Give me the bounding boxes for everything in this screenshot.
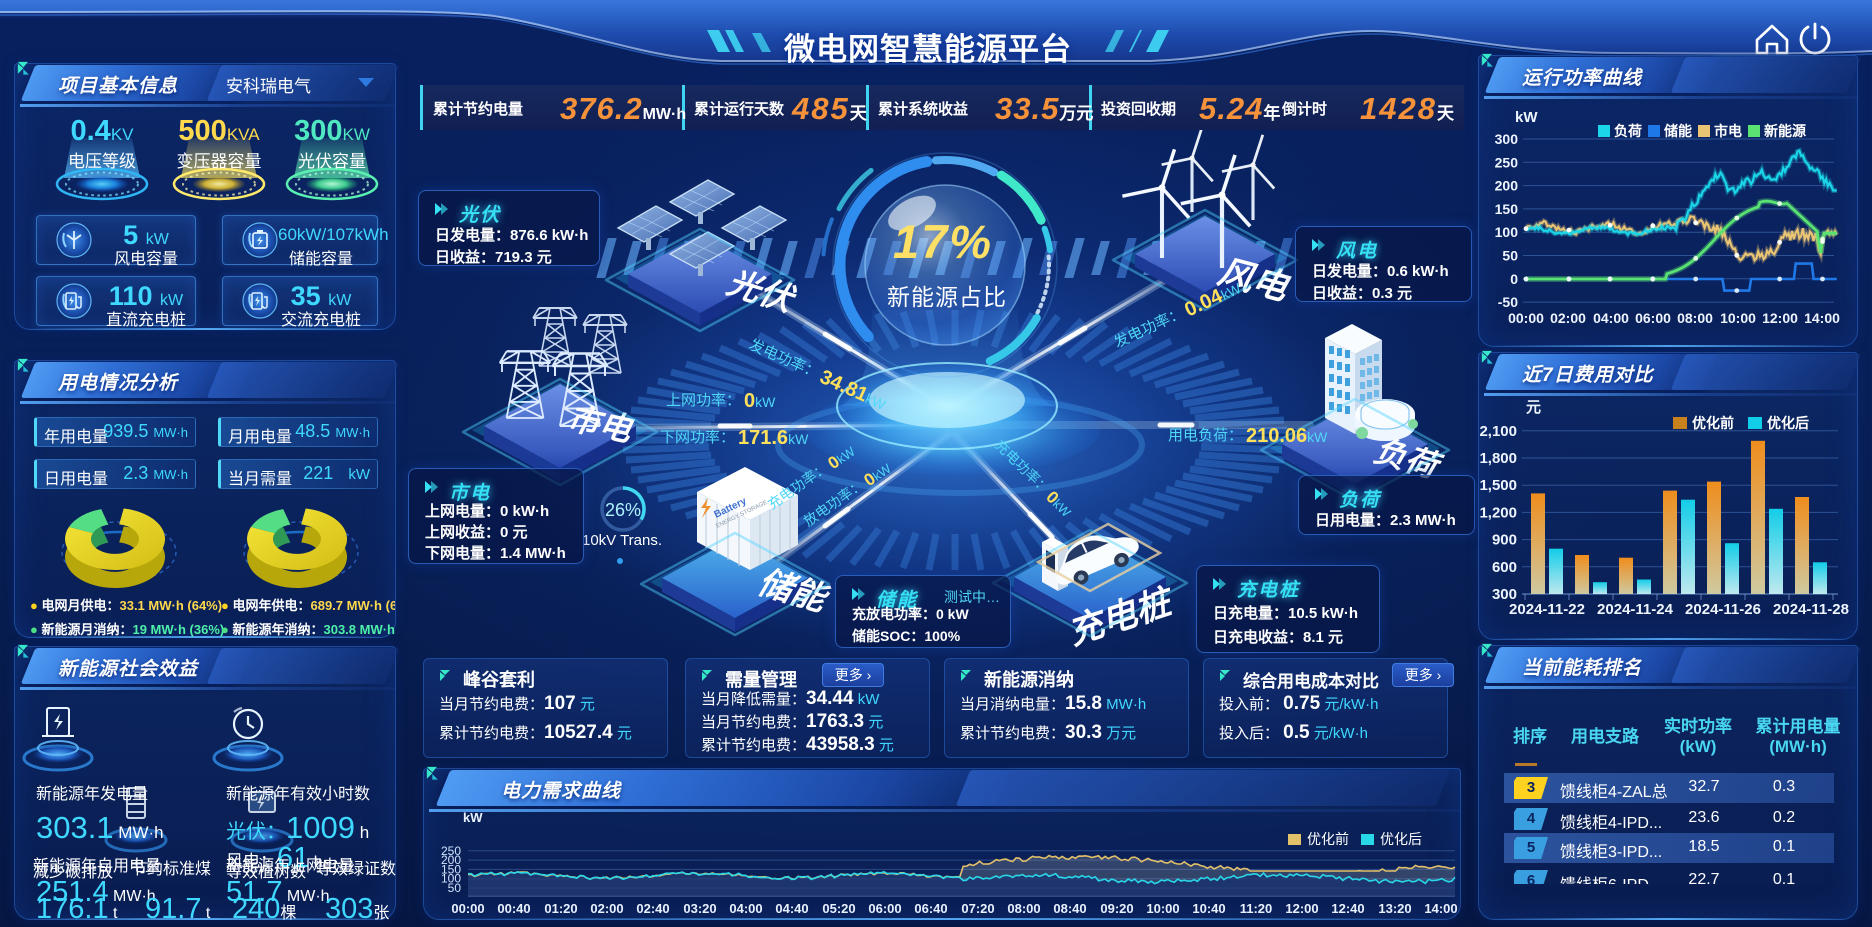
svg-text:元: 元 [1526,399,1541,416]
svg-text:00:00: 00:00 [451,901,484,916]
svg-text:09:20: 09:20 [1100,901,1133,916]
svg-text:1,500: 1,500 [1479,477,1517,494]
svg-text:100: 100 [1495,224,1519,240]
svg-text:用电负荷：: 用电负荷： [1168,427,1243,444]
svg-text:50: 50 [448,881,462,895]
svg-text:04:40: 04:40 [775,901,808,916]
svg-text:150: 150 [441,862,461,876]
svg-text:06:40: 06:40 [914,901,947,916]
svg-text:新能源占比: 新能源占比 [887,284,1007,310]
svg-text:300: 300 [1495,131,1519,147]
svg-text:-50: -50 [1498,294,1518,310]
svg-text:02:00: 02:00 [1550,310,1586,326]
svg-text:171.6kW: 171.6kW [738,427,809,449]
svg-text:10:00: 10:00 [1720,310,1756,326]
svg-text:05:20: 05:20 [822,901,855,916]
svg-text:14:00: 14:00 [1424,901,1457,916]
svg-text:2024-11-26: 2024-11-26 [1685,601,1761,618]
svg-text:200: 200 [1495,178,1519,194]
svg-text:优化前: 优化前 [1307,831,1349,847]
svg-text:17%: 17% [893,215,993,268]
svg-text:02:00: 02:00 [590,901,623,916]
svg-text:250: 250 [1495,154,1519,170]
svg-text:负荷: 负荷 [1614,123,1642,139]
svg-text:上网功率：: 上网功率： [666,392,741,409]
svg-text:kW: kW [1515,109,1538,126]
svg-text:10:00: 10:00 [1146,901,1179,916]
svg-text:02:40: 02:40 [636,901,669,916]
svg-text:14:00: 14:00 [1804,310,1840,326]
svg-text:2024-11-22: 2024-11-22 [1509,601,1585,618]
svg-text:2,100: 2,100 [1479,423,1517,440]
svg-text:150: 150 [1495,201,1519,217]
svg-text:01:20: 01:20 [544,901,577,916]
svg-text:10kV Trans.: 10kV Trans. [582,532,662,549]
svg-text:06:00: 06:00 [868,901,901,916]
svg-text:12:00: 12:00 [1285,901,1318,916]
svg-text:kW: kW [463,812,483,825]
svg-text:12:00: 12:00 [1762,310,1798,326]
svg-text:13:20: 13:20 [1378,901,1411,916]
svg-text:08:00: 08:00 [1677,310,1713,326]
svg-text:900: 900 [1492,532,1517,549]
svg-text:100: 100 [441,872,461,886]
svg-text:07:20: 07:20 [961,901,994,916]
svg-text:04:00: 04:00 [1593,310,1629,326]
svg-text:0: 0 [1510,271,1518,287]
svg-text:优化后: 优化后 [1767,415,1809,431]
svg-text:2024-11-24: 2024-11-24 [1597,601,1674,618]
svg-text:1,200: 1,200 [1479,504,1517,521]
svg-text:300: 300 [1492,586,1517,603]
svg-text:04:00: 04:00 [729,901,762,916]
svg-text:新能源: 新能源 [1764,123,1806,139]
svg-text:08:00: 08:00 [1007,901,1040,916]
svg-text:03:20: 03:20 [683,901,716,916]
svg-text:06:00: 06:00 [1635,310,1671,326]
svg-text:210.06kW: 210.06kW [1246,425,1328,447]
svg-text:下网功率：: 下网功率： [660,429,735,446]
svg-text:50: 50 [1502,248,1518,264]
svg-text:0kW: 0kW [744,390,776,412]
svg-text:市电: 市电 [1714,123,1742,139]
svg-text:200: 200 [441,853,461,867]
svg-text:250: 250 [441,844,461,858]
svg-text:00:40: 00:40 [497,901,530,916]
svg-text:优化后: 优化后 [1380,831,1422,847]
svg-text:优化前: 优化前 [1692,415,1734,431]
svg-text:26%: 26% [605,500,641,520]
svg-text:600: 600 [1492,559,1517,576]
svg-text:2024-11-28: 2024-11-28 [1773,601,1849,618]
svg-text:储能: 储能 [1663,123,1692,139]
svg-text:00:00: 00:00 [1508,310,1544,326]
svg-text:12:40: 12:40 [1331,901,1364,916]
svg-text:1,800: 1,800 [1479,450,1517,467]
svg-text:11:20: 11:20 [1240,901,1273,916]
svg-text:08:40: 08:40 [1053,901,1086,916]
svg-text:10:40: 10:40 [1192,901,1225,916]
